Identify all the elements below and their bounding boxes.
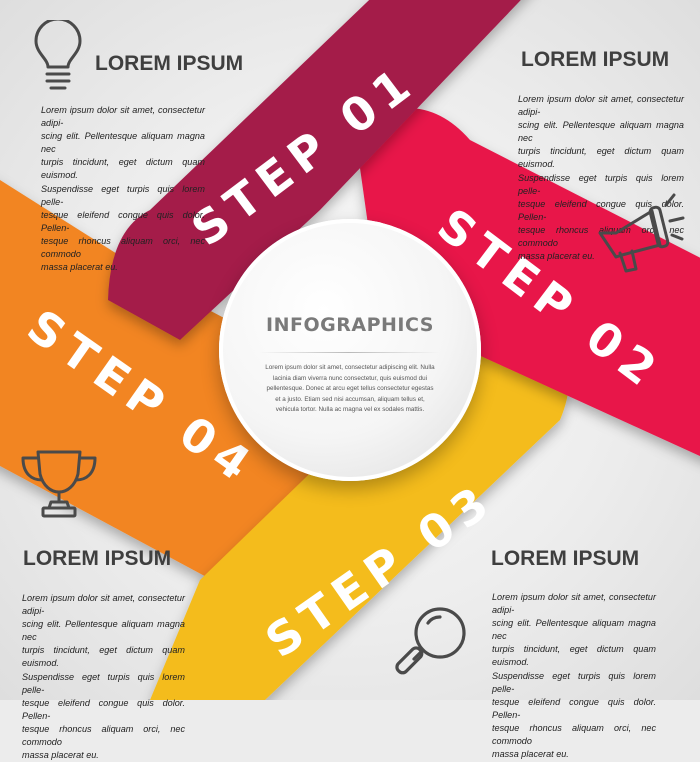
magnifier-icon xyxy=(395,607,466,675)
trophy-icon xyxy=(21,450,97,518)
heading-bottom-right: LOREM IPSUM xyxy=(491,547,640,570)
text-top-left: Lorem ipsum dolor sit amet, consectetur … xyxy=(41,105,205,273)
text-bottom-left: Lorem ipsum dolor sit amet, consectetur … xyxy=(22,593,185,761)
heading-top-left: LOREM IPSUM xyxy=(95,52,244,75)
lightbulb-icon xyxy=(34,20,82,90)
text-bottom-right: Lorem ipsum dolor sit amet, consectetur … xyxy=(492,592,656,760)
step-01-shape xyxy=(108,0,521,340)
step-04-shape xyxy=(0,180,370,603)
center-text: Lorem ipsum dolor sit amet, consectetur … xyxy=(265,364,435,413)
text-top-right: Lorem ipsum dolor sit amet, consectetur … xyxy=(518,94,684,262)
heading-top-right: LOREM IPSUM xyxy=(521,48,670,71)
center-title: INFOGRAPHICS xyxy=(266,314,434,336)
center-divider xyxy=(259,352,439,353)
step-02-shape xyxy=(360,108,700,457)
center-circle xyxy=(219,219,481,481)
megaphone-icon xyxy=(598,193,685,273)
heading-bottom-left: LOREM IPSUM xyxy=(23,547,172,570)
